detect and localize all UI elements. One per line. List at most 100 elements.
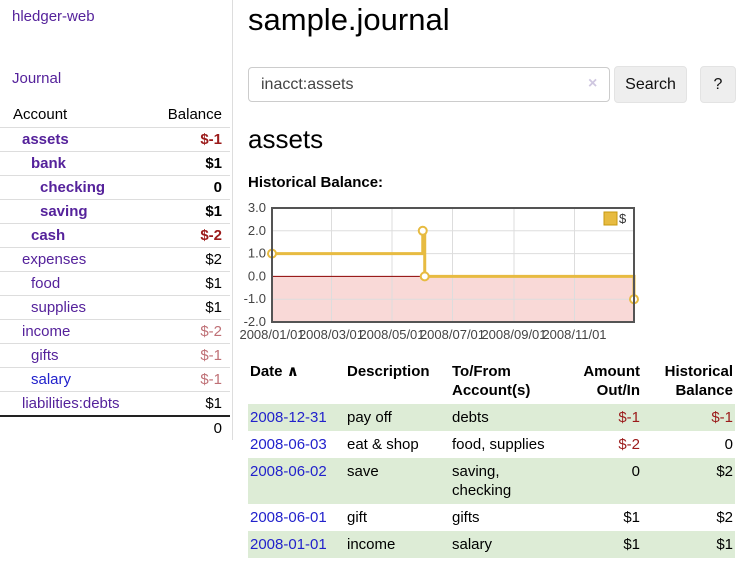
help-button[interactable]: ? <box>700 66 736 103</box>
account-row-saving: saving $1 <box>0 199 230 224</box>
account-link-income[interactable]: income <box>22 323 71 340</box>
transaction-accounts: salary <box>452 536 493 553</box>
transaction-description: pay off <box>347 409 392 426</box>
column-header-amount: Amount Out/In <box>583 363 640 399</box>
account-balance: $-1 <box>151 127 230 152</box>
transaction-description: income <box>347 536 396 553</box>
transaction-balance: $-1 <box>711 409 733 426</box>
account-balance: $1 <box>151 295 230 320</box>
account-heading: assets <box>248 124 324 154</box>
account-link-food[interactable]: food <box>31 275 61 292</box>
search-input[interactable] <box>248 67 610 102</box>
search-form: × Search ? <box>248 66 736 103</box>
account-link-bank[interactable]: bank <box>31 155 67 172</box>
transaction-accounts: saving, checking <box>452 463 512 499</box>
accounts-balance-table: Account Balance assets $-1 bank $1 check… <box>0 103 230 440</box>
legend-label: $ <box>619 211 627 226</box>
x-tick-label: 2008/09/01 <box>481 327 546 342</box>
account-row-bank: bank $1 <box>0 151 230 176</box>
transaction-amount: $1 <box>623 536 640 553</box>
account-link-gifts[interactable]: gifts <box>31 347 59 364</box>
account-balance: 0 <box>151 175 230 200</box>
transaction-date-link[interactable]: 2008-12-31 <box>250 409 327 426</box>
x-tick-label: 2008/05/01 <box>359 327 424 342</box>
transaction-amount: $-2 <box>618 436 640 453</box>
accounts-total-row: 0 <box>0 415 230 440</box>
account-link-expenses[interactable]: expenses <box>22 251 87 268</box>
balance-column-header: Balance <box>167 106 222 123</box>
transaction-date-link[interactable]: 2008-06-02 <box>250 463 327 480</box>
account-row-liabilities-debts: liabilities:debts $1 <box>0 391 230 416</box>
column-header-date[interactable]: Date ∧ <box>250 363 299 380</box>
account-row-cash: cash $-2 <box>0 223 230 248</box>
register-row: 2008-01-01 income salary $1 $1 <box>248 531 735 558</box>
y-tick-label: 3.0 <box>248 200 266 215</box>
transaction-accounts: gifts <box>452 509 480 526</box>
x-tick-label: 2008/01/01 <box>239 327 304 342</box>
chart-heading: Historical Balance: <box>248 174 384 191</box>
account-row-expenses: expenses $2 <box>0 247 230 272</box>
x-tick-label: 2008/03/01 <box>299 327 364 342</box>
account-row-salary: salary $-1 <box>0 367 230 392</box>
transaction-balance: 0 <box>724 436 733 453</box>
transaction-date-link[interactable]: 2008-06-01 <box>250 509 327 526</box>
account-row-assets: assets $-1 <box>0 127 230 152</box>
register-row: 2008-06-01 gift gifts $1 $2 <box>248 504 735 531</box>
account-row-checking: checking 0 <box>0 175 230 200</box>
transaction-date-link[interactable]: 2008-01-01 <box>250 536 327 553</box>
y-tick-label: 2.0 <box>248 223 266 238</box>
account-balance: $1 <box>151 391 230 416</box>
historical-balance-chart: $3.0 2.0 1.0 0.0 -1.0 -2.0 2008/01/01 2008/03/0… <box>239 200 742 349</box>
data-point-marker <box>417 225 428 236</box>
account-link-checking[interactable]: checking <box>40 179 106 196</box>
account-balance: $2 <box>151 247 230 272</box>
account-link-cash[interactable]: cash <box>31 227 66 244</box>
accounts-total-value: 0 <box>151 415 230 440</box>
accounts-header-row: Account Balance <box>0 103 230 128</box>
account-balance: $-2 <box>151 319 230 344</box>
transaction-balance: $1 <box>716 536 733 553</box>
account-row-supplies: supplies $1 <box>0 295 230 320</box>
column-header-balance: Historical Balance <box>664 363 733 399</box>
transaction-accounts: food, supplies <box>452 436 545 453</box>
transaction-amount: $-1 <box>618 409 640 426</box>
column-header-description: Description <box>347 363 430 380</box>
register-row: 2008-06-02 save saving, checking 0 $2 <box>248 458 735 504</box>
account-link-supplies[interactable]: supplies <box>31 299 87 316</box>
accounts-column-header: Account <box>13 106 68 123</box>
page-title: sample.journal <box>248 2 450 37</box>
account-row-food: food $1 <box>0 271 230 296</box>
search-button[interactable]: Search <box>614 66 687 103</box>
chart-canvas: $3.0 2.0 1.0 0.0 -1.0 -2.02008/01/012008/03/0… <box>239 200 639 342</box>
account-balance: $1 <box>151 271 230 296</box>
register-header-row: Date ∧ Description To/From Account(s) Am… <box>248 358 735 404</box>
transaction-balance: $2 <box>716 509 733 526</box>
register-table: Date ∧ Description To/From Account(s) Am… <box>248 358 735 558</box>
column-header-accounts: To/From Account(s) <box>452 363 531 399</box>
account-balance: $-2 <box>151 223 230 248</box>
transaction-date-link[interactable]: 2008-06-03 <box>250 436 327 453</box>
data-point-marker <box>419 271 430 282</box>
x-tick-label: 2008/11/01 <box>542 327 606 342</box>
app-title-link[interactable]: hledger-web <box>12 8 95 25</box>
sidebar: hledger-web Journal Account Balance asse… <box>0 0 233 440</box>
account-balance: $-1 <box>151 343 230 368</box>
account-link-saving[interactable]: saving <box>40 203 88 220</box>
y-tick-label: 0.0 <box>248 268 266 283</box>
legend-swatch <box>603 211 618 226</box>
account-balance: $1 <box>151 151 230 176</box>
account-link-liabilities-debts[interactable]: liabilities:debts <box>22 395 120 412</box>
account-link-assets[interactable]: assets <box>22 131 69 148</box>
transaction-description: save <box>347 463 379 480</box>
y-tick-label: -2.0 <box>244 314 266 329</box>
y-tick-label: 1.0 <box>248 246 266 261</box>
account-link-salary[interactable]: salary <box>31 371 72 388</box>
clear-search-icon[interactable]: × <box>588 75 598 92</box>
transaction-amount: $1 <box>623 509 640 526</box>
transaction-balance: $2 <box>716 463 733 480</box>
transaction-accounts: debts <box>452 409 489 426</box>
sidebar-item-journal[interactable]: Journal <box>12 70 62 87</box>
register-row: 2008-12-31 pay off debts $-1 $-1 <box>248 404 735 431</box>
transaction-description: eat & shop <box>347 436 419 453</box>
x-tick-label: 2008/07/01 <box>420 327 485 342</box>
